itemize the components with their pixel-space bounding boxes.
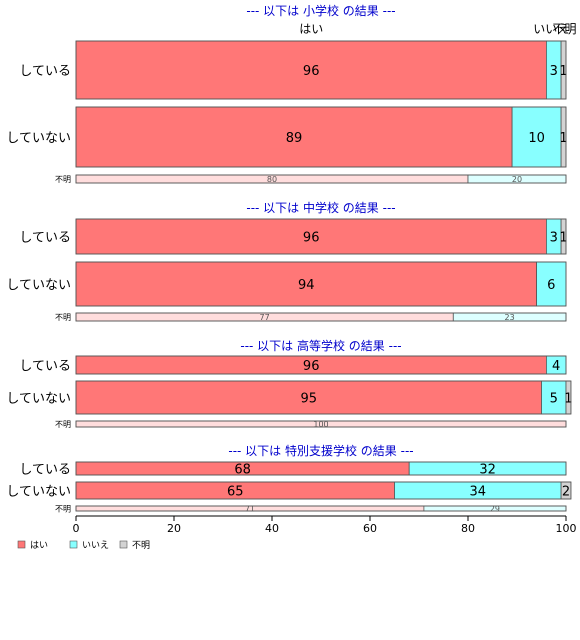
value-label-4-2-1: 65 [227, 485, 244, 500]
legend-label-3: 不明 [132, 540, 150, 551]
panel-title-3: --- 以下は 高等学校 の結果 --- [240, 338, 401, 353]
legend-swatch-1 [17, 540, 26, 549]
bar-outline-3-3 [75, 420, 567, 428]
value-label-4-2-3: 2 [562, 485, 570, 500]
value-label-3-2-3: 1 [564, 392, 572, 407]
value-label-1-1-1: 96 [303, 64, 320, 79]
value-label-1-3-2: 20 [512, 175, 522, 184]
row-label-1-1: している [19, 64, 71, 79]
bar-outline-1-1 [75, 40, 567, 100]
panel-title-4: --- 以下は 特別支援学校 の結果 --- [228, 443, 413, 458]
panel-title-1: --- 以下は 小学校 の結果 --- [246, 3, 395, 18]
column-header-2: いいえ [533, 22, 569, 36]
bar-segment-2-1-1 [75, 218, 547, 255]
bar-outline-2-3 [75, 312, 567, 322]
row-label-2-2: していない [6, 278, 71, 293]
legend-swatch-3 [119, 540, 128, 549]
bar-outline-4-1 [75, 461, 567, 476]
value-label-1-1-2: 3 [550, 64, 558, 79]
value-label-3-3-1: 100 [313, 420, 328, 429]
x-tick-label-100: 100 [556, 522, 577, 535]
legend-label-1: はい [30, 540, 48, 551]
value-label-2-2-2: 6 [547, 278, 555, 293]
bar-outline-2-2 [75, 261, 567, 307]
x-tick-label-80: 80 [461, 522, 475, 535]
value-label-3-2-2: 5 [550, 392, 558, 407]
panel-title-2: --- 以下は 中学校 の結果 --- [246, 200, 395, 215]
x-tick-label-40: 40 [265, 522, 279, 535]
bar-outline-3-2 [75, 380, 572, 415]
value-label-2-2-1: 94 [298, 278, 315, 293]
bar-segment-3-2-1 [75, 380, 542, 415]
value-label-1-2-3: 1 [559, 131, 567, 146]
value-label-1-1-3: 1 [559, 64, 567, 79]
bar-segment-2-2-2 [536, 261, 567, 307]
row-label-4-2: していない [6, 485, 71, 500]
row-label-1-3: 不明 [55, 175, 71, 184]
row-label-2-1: している [19, 231, 71, 246]
value-label-3-1-1: 96 [303, 359, 320, 374]
column-header-3: 不明 [553, 22, 577, 36]
value-label-2-3-2: 23 [505, 313, 515, 322]
bar-outline-1-3 [75, 174, 567, 184]
value-label-4-1-2: 32 [479, 463, 496, 478]
bar-segment-2-2-1 [75, 261, 538, 307]
value-label-4-1-1: 68 [234, 463, 251, 478]
x-tick-label-0: 0 [73, 522, 80, 535]
value-label-2-1-3: 1 [559, 231, 567, 246]
value-label-3-1-2: 4 [552, 359, 560, 374]
value-label-2-1-1: 96 [303, 231, 320, 246]
value-label-2-3-1: 77 [260, 313, 270, 322]
value-label-4-3-2: 29 [490, 505, 500, 514]
value-label-4-3-1: 71 [245, 505, 255, 514]
row-label-4-1: している [19, 463, 71, 478]
x-tick-label-20: 20 [167, 522, 181, 535]
value-label-3-2-1: 95 [300, 392, 317, 407]
bar-outline-2-1 [75, 218, 567, 255]
column-header-1: はい [299, 22, 323, 36]
legend-swatch-2 [69, 540, 78, 549]
value-label-1-2-1: 89 [286, 131, 303, 146]
row-label-3-1: している [19, 359, 71, 374]
bar-outline-4-2 [75, 481, 572, 500]
bar-segment-1-2-1 [75, 106, 513, 168]
value-label-1-2-2: 10 [528, 131, 545, 146]
row-label-1-2: していない [6, 131, 71, 146]
bar-outline-1-2 [75, 106, 567, 168]
row-label-3-3: 不明 [55, 420, 71, 429]
value-label-2-1-2: 3 [550, 231, 558, 246]
row-label-4-3: 不明 [55, 505, 71, 514]
bar-outline-3-1 [75, 355, 567, 375]
x-tick-label-60: 60 [363, 522, 377, 535]
row-label-2-3: 不明 [55, 313, 71, 322]
value-label-1-3-1: 80 [267, 175, 277, 184]
legend-label-2: いいえ [82, 540, 109, 551]
value-label-4-2-2: 34 [470, 485, 487, 500]
row-label-3-2: していない [6, 392, 71, 407]
bar-outline-4-3 [75, 505, 567, 512]
